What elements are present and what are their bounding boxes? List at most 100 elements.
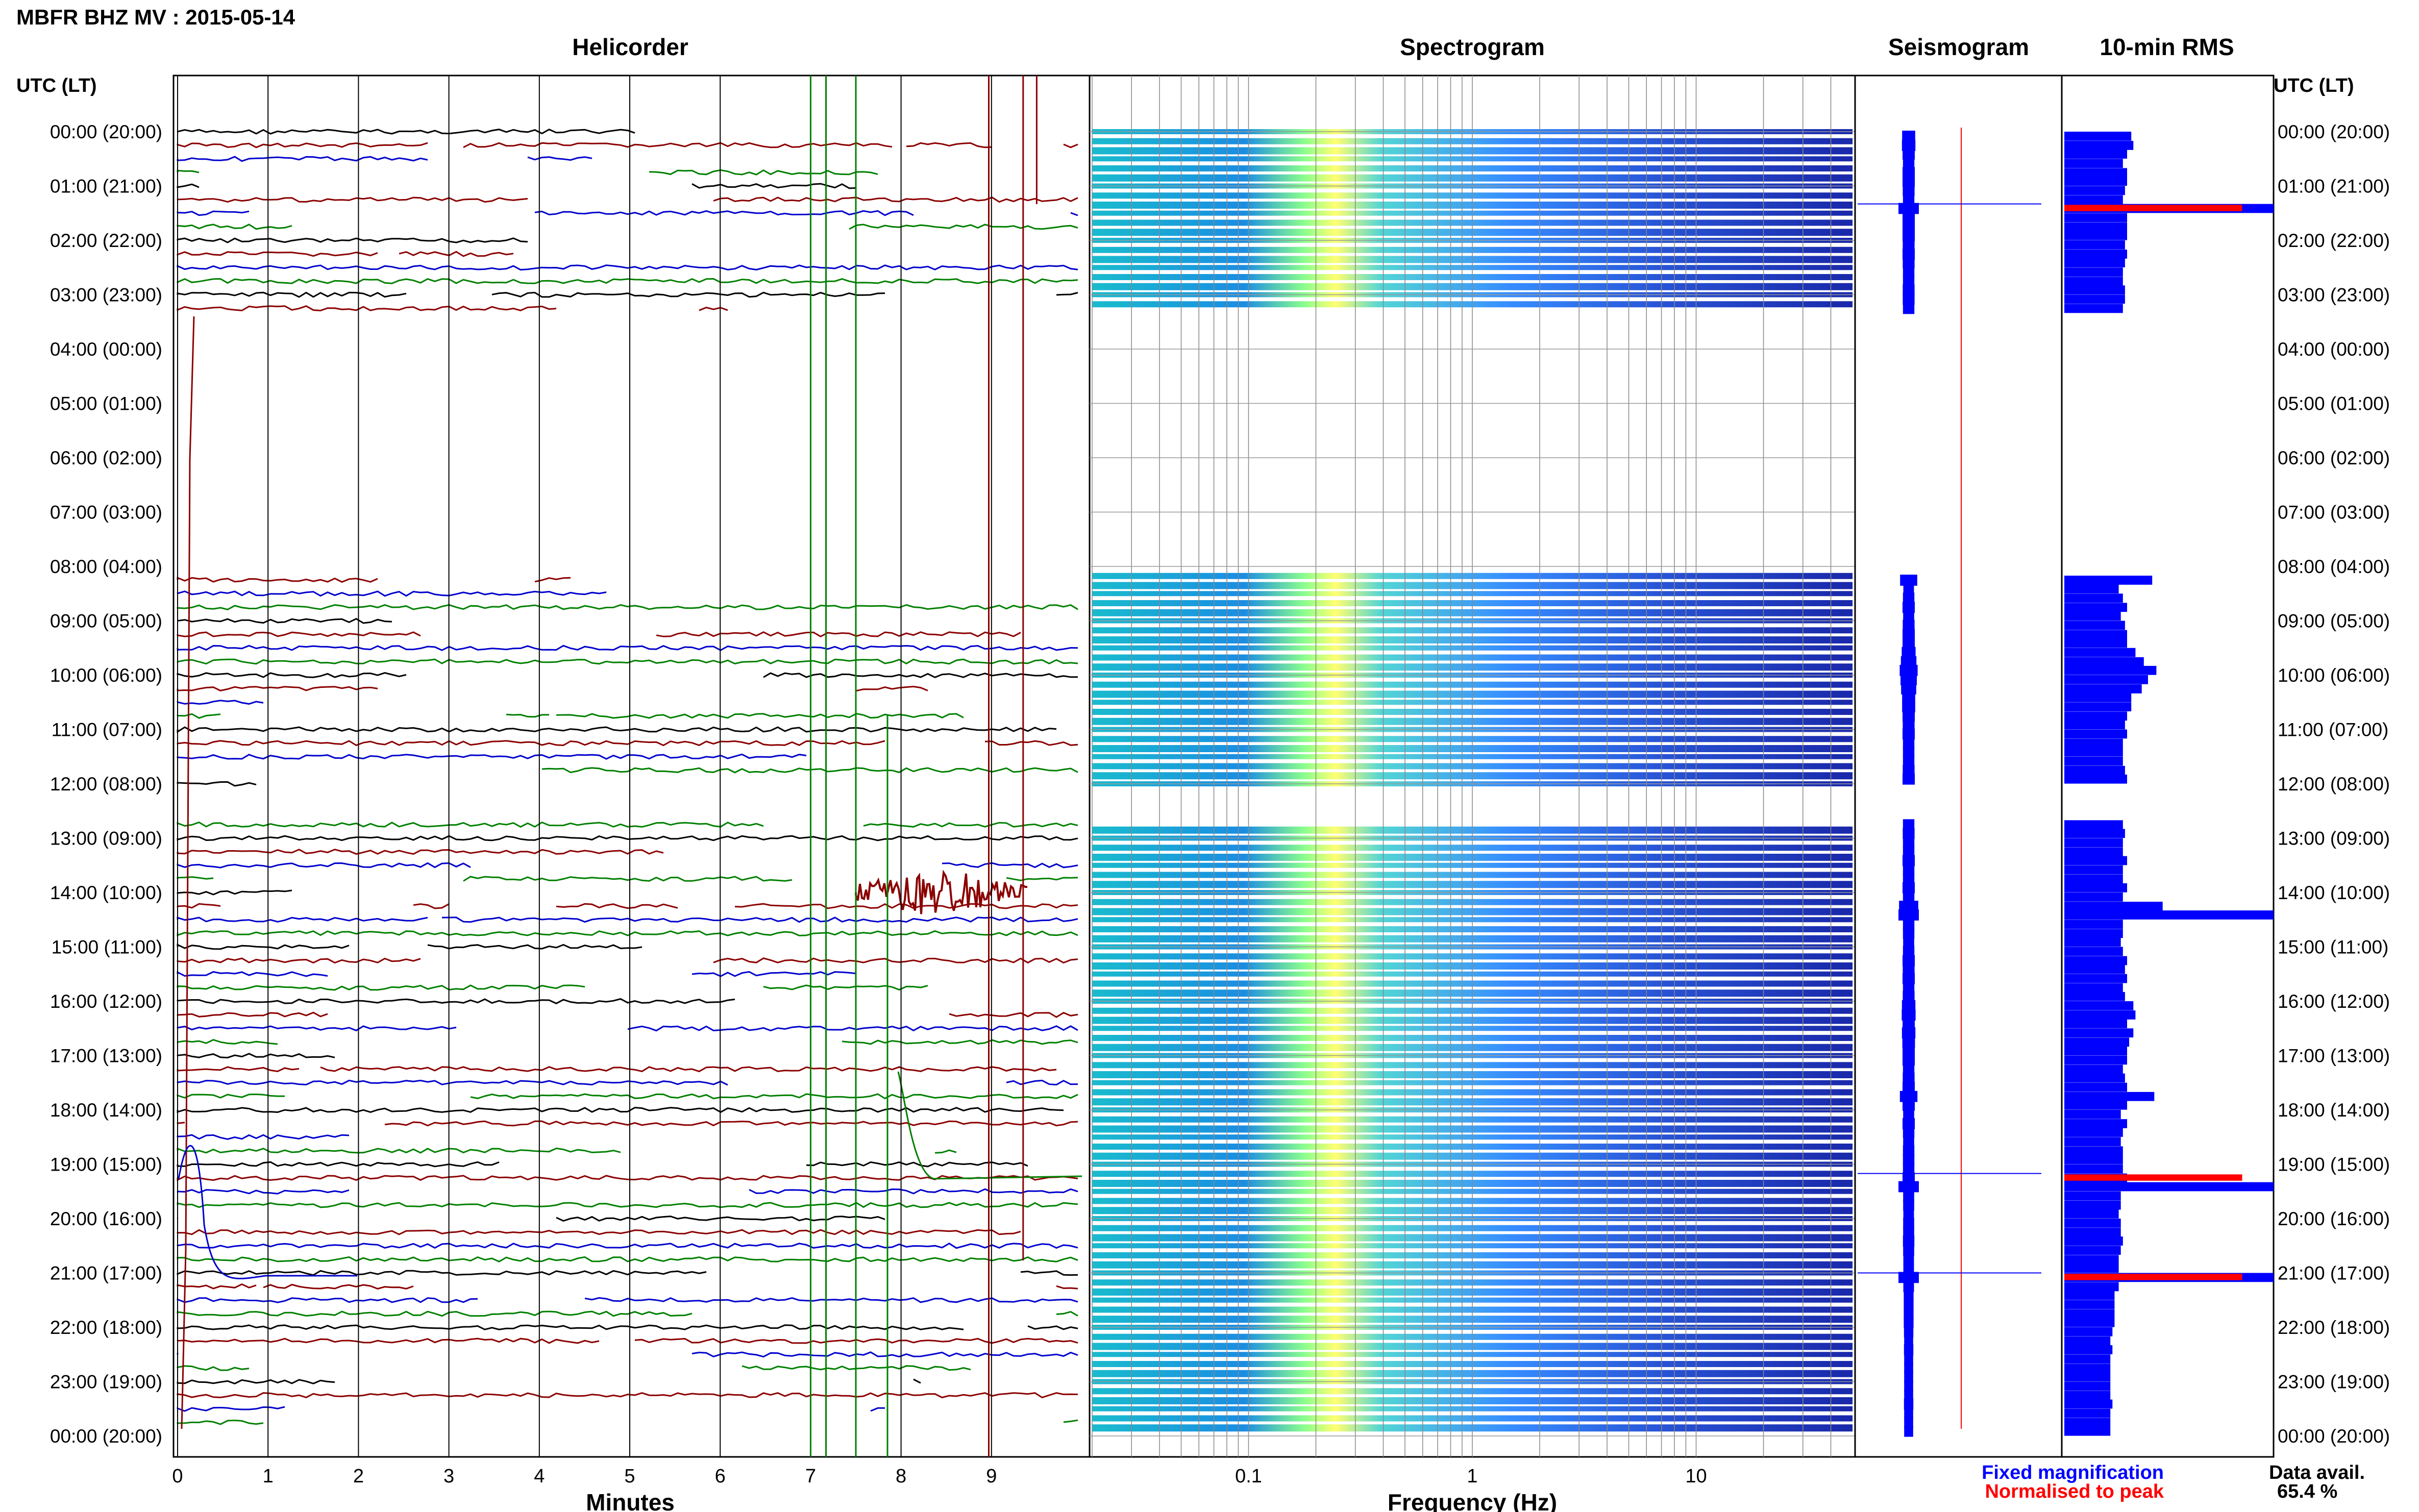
hour-label-left: 18:00 (14:00) [50,1100,162,1121]
rms-bar [2064,684,2142,693]
helicorder-spike [181,316,195,1429]
seismogram-segment [1903,1199,1914,1211]
helicorder-trace-line [177,862,1078,869]
rms-bar [2064,747,2123,757]
seismogram-segment [1903,1172,1915,1184]
rms-bar [2064,1418,2111,1427]
rms-bar [2064,983,2123,993]
hour-label-left: 06:00 (02:00) [50,448,162,468]
seismogram-segment [1903,158,1915,169]
left-axis-header: UTC (LT) [16,75,97,96]
seismogram-segment [1903,176,1915,187]
seismogram-segment [1904,1398,1914,1410]
rms-bar [2064,1318,2115,1327]
rms-bar [2064,638,2127,648]
rms-bar [2064,693,2132,702]
rms-bar [2064,1182,2274,1192]
rms-bar [2064,1345,2113,1354]
rms-bar [2064,1146,2123,1156]
rms-bar [2064,947,2123,956]
rms-bar [2064,168,2127,178]
seismogram-segment [1900,575,1917,586]
rms-bar [2064,304,2123,313]
rms-bar [2064,1381,2111,1391]
hour-label-left: 16:00 (12:00) [50,991,162,1012]
hour-label-right: 16:00 (12:00) [2278,991,2390,1012]
seismogram-segment [1902,1036,1915,1048]
helicorder-trace-line [177,291,1078,298]
seismogram-segment [1903,828,1915,839]
data-availability-value: 65.4 % [2277,1481,2337,1502]
rms-bar [2064,1236,2123,1246]
helicorder-trace-line [177,196,1078,203]
hour-label-left: 00:00 (20:00) [50,1426,162,1447]
seismogram-segment [1903,1072,1915,1084]
hour-label-left: 13:00 (09:00) [50,828,162,849]
seismogram-segment [1903,990,1915,1002]
hour-label-left: 21:00 (17:00) [50,1263,162,1284]
seismogram-segment [1903,303,1915,314]
seismogram-segment [1904,1362,1913,1374]
rms-bar [2064,611,2121,621]
rms-bar [2064,992,2125,1001]
seismogram-segment [1903,284,1915,296]
rms-peak-marker [2064,1174,2242,1181]
seismogram-segment [1904,1380,1913,1392]
helicorder-trace-line [177,1202,1078,1208]
seismogram-segment [1904,1390,1913,1401]
seismogram-segment [1903,1054,1915,1066]
rms-bar [2064,1228,2121,1237]
left-hour-labels: 00:00 (20:00) 01:00 (21:00) 02:00 (22:00) 0… [50,121,162,1447]
seismogram-segment [1903,746,1915,758]
rms-bar [2064,838,2123,848]
rms-bar [2064,711,2127,721]
rms-bar [2064,285,2125,295]
helicorder-trace-line [177,916,1078,923]
rms-bar [2064,648,2136,657]
seismogram-segment [1903,637,1915,649]
hour-label-left: 04:00 (00:00) [50,339,162,360]
rms-bar [2064,630,2127,639]
seismogram-segment [1904,1317,1914,1328]
rms-bar [2064,657,2144,666]
rms-bar [2064,1408,2111,1418]
rms-bar [2064,231,2127,240]
frequency-tick-label: 1 [1467,1466,1477,1487]
rms-bar [2064,1037,2130,1047]
rms-bar [2064,1372,2111,1382]
seismogram-segment [1903,1208,1914,1220]
rms-bar [2064,294,2125,304]
seismogram-segment [1903,873,1915,885]
hour-label-left: 02:00 (22:00) [50,230,162,251]
helicorder-trace-line [177,142,1078,148]
seismogram-segment [1902,1000,1916,1011]
seismogram-segment [1903,1136,1914,1147]
seismogram-segment [1900,674,1917,685]
seismogram-segment [1903,882,1915,894]
hour-label-left: 15:00 (11:00) [52,937,162,958]
helicorder-trace-line [177,1297,1078,1303]
hour-label-left: 19:00 (15:00) [50,1154,162,1175]
seismogram-segment [1903,891,1915,903]
rms-bar [2064,258,2125,267]
seismogram-segment [1904,1407,1913,1419]
seismogram-segment [1902,701,1915,712]
hour-label-right: 20:00 (16:00) [2278,1208,2390,1229]
seismogram-segment [1903,1109,1914,1120]
seismogram-segment [1903,1190,1914,1202]
helicorder-trace-line [177,1419,1078,1425]
seismogram-frame [1854,75,2063,1458]
hour-label-right: 21:00 (17:00) [2278,1263,2390,1284]
rms-bar [2064,1001,2134,1010]
hour-label-right: 11:00 (07:00) [2278,720,2388,740]
rms-panel [2061,75,2275,1458]
seismogram-segment [1903,221,1915,233]
seismogram-segment [1902,647,1916,658]
seismogram-segment [1903,1227,1914,1238]
frequency-ticks: 0.1 1 10 [1235,1466,1707,1487]
seismogram-segment [1903,764,1915,776]
helicorder-trace-line [177,1310,1078,1317]
seismogram-segment [1903,629,1915,640]
seismogram-segment [1903,955,1915,966]
helicorder-trace-line [177,658,1078,665]
